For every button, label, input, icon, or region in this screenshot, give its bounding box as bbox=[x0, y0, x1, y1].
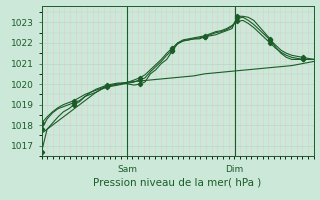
Text: Sam: Sam bbox=[117, 165, 137, 174]
Text: Dim: Dim bbox=[226, 165, 244, 174]
X-axis label: Pression niveau de la mer( hPa ): Pression niveau de la mer( hPa ) bbox=[93, 177, 262, 187]
